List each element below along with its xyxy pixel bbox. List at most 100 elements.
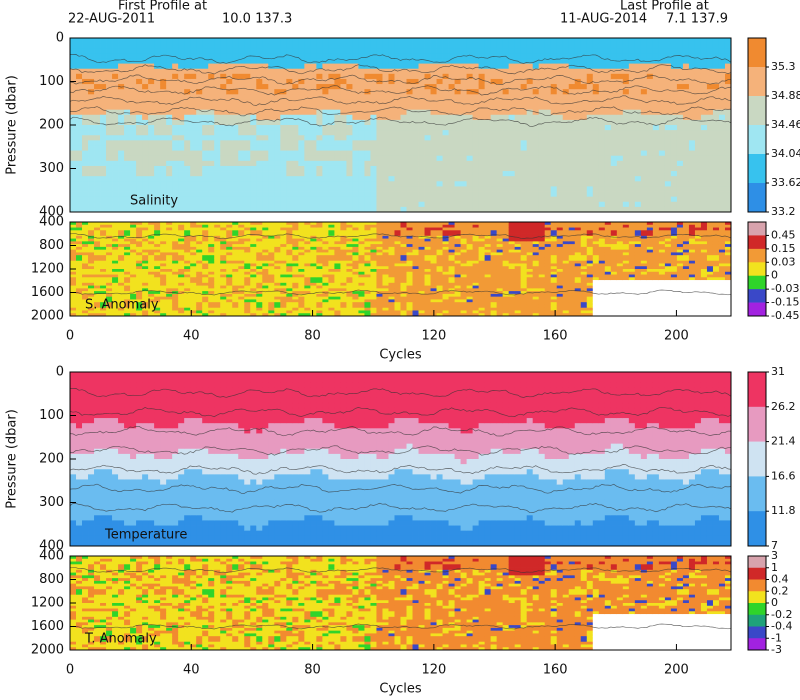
- field-cell: [340, 160, 347, 167]
- field: [70, 38, 732, 213]
- field-cell: [244, 307, 251, 311]
- field-cell: [136, 94, 143, 100]
- field-cell: [616, 114, 624, 121]
- field-cell: [226, 233, 233, 237]
- field-cell: [106, 230, 113, 234]
- field-cell: [556, 109, 564, 116]
- field-cell: [202, 155, 209, 162]
- field-cell: [364, 171, 371, 177]
- field-cell: [442, 58, 449, 64]
- field-cell: [376, 171, 383, 177]
- field-cell: [460, 150, 467, 157]
- field-cell: [166, 130, 173, 136]
- field-cell: [610, 196, 618, 203]
- field-cell: [604, 94, 612, 100]
- field-cell: [238, 84, 245, 90]
- field-cell: [712, 201, 720, 208]
- field-cell: [346, 84, 353, 90]
- field-cell: [280, 230, 287, 234]
- field-cell: [172, 58, 179, 64]
- field-cell: [628, 109, 636, 116]
- field-cell: [682, 206, 690, 213]
- field-cell: [682, 196, 690, 203]
- field-cell: [88, 94, 95, 100]
- field-cell: [106, 171, 113, 177]
- field-cell: [274, 274, 281, 278]
- field-cell: [400, 78, 407, 85]
- field-cell: [154, 271, 161, 275]
- field-cell: [556, 196, 564, 203]
- field-cell: [94, 150, 101, 157]
- field-cell: [262, 307, 269, 311]
- field-cell: [274, 160, 281, 167]
- field-cell: [400, 160, 407, 167]
- field-cell: [166, 165, 173, 172]
- field-cell: [700, 78, 708, 85]
- field-cell: [718, 165, 726, 172]
- field-cell: [226, 266, 233, 270]
- field-cell: [106, 302, 113, 306]
- field-cell: [574, 43, 582, 49]
- field-cell: [214, 104, 221, 111]
- field-cell: [274, 104, 281, 111]
- field-cell: [400, 89, 407, 95]
- field-cell: [316, 38, 323, 44]
- field-cell: [118, 73, 125, 80]
- field-cell: [130, 227, 137, 231]
- field-cell: [544, 181, 552, 187]
- field-cell: [670, 125, 678, 131]
- field-cell: [202, 293, 209, 298]
- field-cell: [70, 43, 77, 49]
- field-cell: [226, 78, 233, 85]
- field-cell: [346, 160, 353, 167]
- field-cell: [76, 310, 83, 314]
- field-cell: [532, 150, 540, 157]
- field-cell: [514, 73, 522, 80]
- field-cell: [436, 73, 443, 80]
- field-cell: [268, 181, 275, 187]
- field-cell: [598, 63, 606, 70]
- field-cell: [262, 150, 269, 157]
- field-cell: [598, 145, 606, 151]
- field-cell: [124, 181, 131, 187]
- field-cell: [688, 84, 696, 90]
- field-cell: [520, 125, 528, 131]
- field-cell: [592, 181, 600, 187]
- field-cell: [394, 140, 401, 146]
- field-cell: [646, 53, 654, 59]
- field-cell: [568, 73, 576, 80]
- field-cell: [94, 233, 101, 237]
- field-cell: [100, 140, 107, 146]
- field-cell: [502, 186, 510, 192]
- field-cell: [214, 68, 221, 75]
- field-cell: [478, 99, 486, 105]
- field-cell: [226, 135, 233, 141]
- field-cell: [610, 84, 618, 90]
- field-cell: [394, 43, 401, 49]
- field-cell: [88, 260, 95, 264]
- field-cell: [508, 155, 516, 162]
- field-cell: [76, 227, 83, 231]
- field-cell: [550, 206, 558, 213]
- field-cell: [634, 145, 642, 151]
- field-cell: [70, 246, 77, 251]
- field-cell: [544, 89, 552, 95]
- field-cell: [70, 206, 77, 213]
- field-cell: [244, 43, 251, 49]
- field-cell: [256, 206, 263, 213]
- field-cell: [208, 130, 215, 136]
- field-cell: [250, 78, 257, 85]
- field-cell: [208, 271, 215, 275]
- field-cell: [556, 114, 564, 121]
- field-cell: [196, 181, 203, 187]
- field-cell: [538, 58, 546, 64]
- field-cell: [466, 68, 474, 75]
- field-cell: [652, 114, 660, 121]
- field-cell: [142, 206, 149, 213]
- field-cell: [184, 58, 191, 64]
- field-cell: [586, 43, 594, 49]
- field-cell: [124, 280, 131, 284]
- field-cell: [616, 68, 624, 75]
- field-cell: [190, 130, 197, 136]
- field-cell: [118, 176, 125, 182]
